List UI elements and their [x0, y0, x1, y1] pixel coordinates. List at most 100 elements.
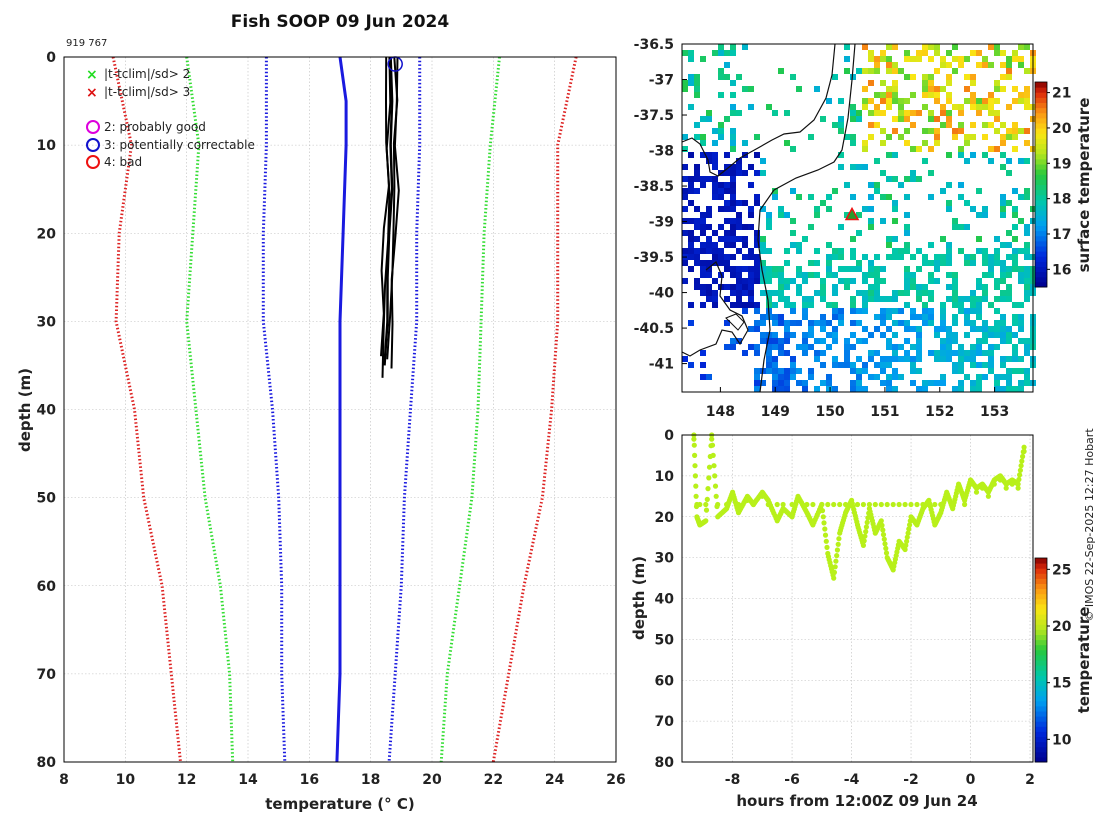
profile-y-tick-label: 40	[37, 403, 57, 419]
sst-cell	[820, 116, 826, 122]
depth-point	[824, 544, 830, 551]
depth-point	[843, 501, 849, 508]
sst-cell	[952, 332, 958, 338]
sst-cell	[844, 278, 850, 284]
profile-y-tick-label: 60	[37, 579, 57, 595]
sst-cell	[856, 338, 862, 344]
sst-cell	[952, 350, 958, 356]
sst-cell	[886, 152, 892, 158]
sst-cell	[790, 74, 796, 80]
sst-cell	[958, 344, 964, 350]
sst-cell	[844, 284, 850, 290]
colorbar-segment	[1035, 598, 1047, 605]
sst-cell	[718, 224, 724, 230]
sst-cell	[1012, 212, 1018, 218]
sst-cell	[964, 314, 970, 320]
colorbar-tick-label: 21	[1052, 86, 1071, 102]
sst-cell	[982, 104, 988, 110]
sst-cell	[1006, 290, 1012, 296]
sst-cell	[1024, 242, 1030, 248]
sst-cell	[982, 296, 988, 302]
sst-cell	[934, 44, 940, 50]
sst-cell	[790, 278, 796, 284]
sst-cell	[928, 296, 934, 302]
sst-cell	[826, 194, 832, 200]
sst-cell	[784, 332, 790, 338]
sst-cell	[922, 260, 928, 266]
sst-cell	[952, 128, 958, 134]
sst-cell	[688, 182, 694, 188]
sst-cell	[832, 362, 838, 368]
sst-cell	[892, 80, 898, 86]
sst-cell	[778, 338, 784, 344]
sst-cell	[802, 236, 808, 242]
depth-point	[864, 519, 870, 526]
sst-cell	[982, 272, 988, 278]
sst-cell	[712, 152, 718, 158]
sst-cell	[1024, 188, 1030, 194]
sst-cell	[856, 386, 862, 392]
depth-point	[906, 526, 912, 532]
sst-cell	[988, 362, 994, 368]
sst-cell	[754, 380, 760, 386]
sst-cell	[814, 290, 820, 296]
sst-cell	[724, 62, 730, 68]
sst-cell	[1012, 302, 1018, 308]
sst-cell	[838, 248, 844, 254]
sst-cell	[772, 290, 778, 296]
depth-point	[823, 538, 829, 544]
sst-cell	[688, 236, 694, 242]
sst-cell	[1024, 230, 1030, 236]
colorbar-segment	[1035, 711, 1047, 717]
sst-cell	[922, 74, 928, 80]
colorbar-segment	[1035, 261, 1047, 267]
legend-label-bad: 4: bad	[104, 155, 142, 169]
sst-cell	[868, 80, 874, 86]
sst-cell	[772, 368, 778, 374]
sst-cell	[916, 356, 922, 362]
colorbar-segment	[1035, 624, 1047, 630]
sst-cell	[874, 56, 880, 62]
sst-cell	[976, 188, 982, 194]
sst-cell	[892, 374, 898, 380]
sst-cell	[706, 224, 712, 230]
colorbar-segment	[1035, 230, 1047, 237]
sst-cell	[826, 386, 832, 392]
sst-cell	[904, 194, 910, 200]
sst-cell	[1012, 314, 1018, 320]
sst-cell	[796, 86, 802, 92]
colorbar-segment	[1035, 558, 1047, 564]
sst-cell	[694, 248, 700, 254]
sst-cell	[850, 74, 856, 80]
sst-cell	[724, 74, 730, 80]
colorbar-segment	[1035, 133, 1047, 139]
sst-cell	[910, 314, 916, 320]
sst-cell	[694, 164, 700, 170]
sst-cell	[1006, 296, 1012, 302]
sst-cell	[724, 296, 730, 302]
sst-cell	[868, 218, 874, 224]
sst-cell	[994, 146, 1000, 152]
sst-cell	[1000, 326, 1006, 332]
sst-cell	[916, 248, 922, 254]
sst-cell	[1000, 152, 1006, 158]
sst-cell	[784, 368, 790, 374]
timeseries-x-tick-label: -4	[844, 772, 860, 788]
depth-point	[902, 501, 908, 508]
sst-cell	[778, 278, 784, 284]
sst-cell	[838, 314, 844, 320]
sst-cell	[922, 314, 928, 320]
sst-cell	[838, 278, 844, 284]
sst-cell	[856, 368, 862, 374]
series-line-profile-trace	[390, 56, 400, 369]
sst-cell	[778, 68, 784, 74]
colorbar-segment	[1035, 97, 1047, 103]
sst-cell	[718, 44, 724, 50]
sst-cell	[958, 224, 964, 230]
timeseries-y-tick-label: 70	[655, 714, 675, 730]
depth-point	[883, 545, 889, 552]
sst-cell	[682, 230, 688, 236]
sst-cell	[1006, 68, 1012, 74]
sst-cell	[994, 260, 1000, 266]
sst-cell	[754, 386, 760, 392]
